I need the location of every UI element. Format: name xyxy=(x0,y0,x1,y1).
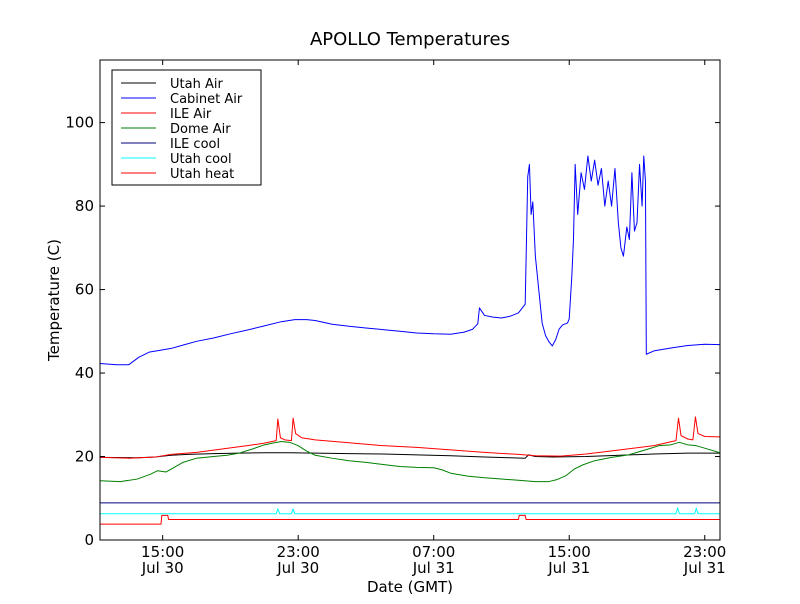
legend-label-ile-cool: ILE cool xyxy=(170,137,220,152)
x-tick-time-label: 23:00 xyxy=(683,543,726,561)
legend-label-cabinet-air: Cabinet Air xyxy=(170,92,243,107)
y-tick-label: 40 xyxy=(75,364,94,382)
plot-frame xyxy=(99,59,721,541)
x-tick-time-label: 15:00 xyxy=(548,543,591,561)
series-line-utah-cool xyxy=(100,507,720,515)
y-tick-label: 60 xyxy=(75,281,94,299)
y-tick-label: 0 xyxy=(84,531,94,549)
y-axis-label: Temperature (C) xyxy=(45,239,63,362)
legend-label-utah-cool: Utah cool xyxy=(170,152,232,167)
legend-label-utah-air: Utah Air xyxy=(170,77,223,92)
y-tick-label: 20 xyxy=(75,448,94,466)
x-tick-date-label: Jul 31 xyxy=(547,559,590,577)
legend-label-ile-air: ILE Air xyxy=(170,107,212,122)
y-tick-label: 80 xyxy=(75,197,94,215)
x-tick-time-label: 23:00 xyxy=(277,543,320,561)
series-line-dome-air xyxy=(99,441,721,483)
series-line-utah-heat xyxy=(100,514,720,525)
legend-label-dome-air: Dome Air xyxy=(170,122,231,137)
y-tick-label: 100 xyxy=(65,114,94,132)
x-tick-date-label: Jul 31 xyxy=(412,559,455,577)
x-tick-date-label: Jul 30 xyxy=(141,559,184,577)
x-tick-time-label: 07:00 xyxy=(412,543,455,561)
x-tick-date-label: Jul 31 xyxy=(683,559,726,577)
series-line-utah-air xyxy=(99,452,720,459)
x-axis-label: Date (GMT) xyxy=(367,578,453,596)
legend-label-utah-heat: Utah heat xyxy=(170,167,234,182)
x-tick-date-label: Jul 30 xyxy=(276,559,319,577)
series-line-ile-air xyxy=(99,416,721,459)
series-layer xyxy=(99,155,721,525)
series-line-cabinet-air xyxy=(99,155,721,366)
x-tick-time-label: 15:00 xyxy=(141,543,184,561)
chart-title: APOLLO Temperatures xyxy=(310,29,510,50)
